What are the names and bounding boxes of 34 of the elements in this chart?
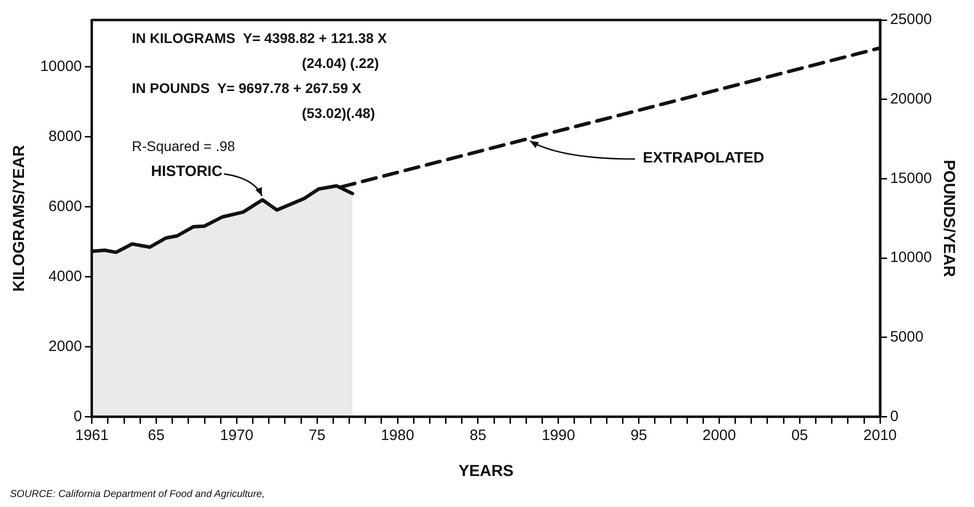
x-tick-label: 1970 — [220, 426, 254, 444]
y2-axis-title: POUNDS/YEAR — [940, 160, 957, 278]
x-tick-label: 75 — [308, 426, 326, 444]
y2-tick-label: 20000 — [890, 90, 932, 108]
y-tick-label: 8000 — [48, 128, 82, 146]
y2-tick-label: 5000 — [890, 328, 924, 346]
y-tick-label: 10000 — [40, 58, 82, 76]
y-tick-label: 6000 — [48, 198, 82, 215]
x-tick-label: 65 — [148, 426, 165, 444]
x-axis-title: YEARS — [458, 462, 514, 480]
annotation: R-Squared = .98 — [132, 138, 236, 154]
y-axis-title: KILOGRAMS/YEAR — [11, 144, 28, 292]
annotation: (53.02)(.48) — [302, 104, 376, 121]
y2-tick-label: 15000 — [890, 170, 932, 187]
annotation: HISTORIC — [151, 162, 223, 180]
annotation: EXTRAPOLATED — [642, 150, 764, 167]
y-tick-label: 2000 — [48, 338, 82, 355]
x-tick-label: 95 — [630, 426, 648, 444]
x-tick-label: 1990 — [542, 426, 576, 444]
y2-tick-label: 25000 — [890, 11, 932, 28]
x-tick-label: 2000 — [702, 426, 736, 444]
x-tick-label: 05 — [791, 426, 808, 444]
x-tick-label: 85 — [470, 426, 486, 444]
y2-tick-label: 0 — [890, 408, 898, 425]
x-tick-label: 1961 — [75, 426, 109, 444]
annotation: IN KILOGRAMS Y= 4398.82 + 121.38 X — [132, 30, 388, 46]
annotation: IN POUNDS Y= 9697.78 + 267.59 X — [132, 80, 362, 96]
x-tick-label: 1980 — [380, 426, 414, 444]
y-tick-label: 4000 — [48, 268, 82, 285]
x-tick-label: 2010 — [863, 426, 897, 444]
source-note: SOURCE: California Department of Food and Agriculture, — [10, 488, 265, 500]
annotation: (24.04) (.22) — [302, 54, 379, 71]
y-tick-label: 0 — [74, 408, 82, 425]
y2-tick-label: 10000 — [890, 249, 932, 266]
